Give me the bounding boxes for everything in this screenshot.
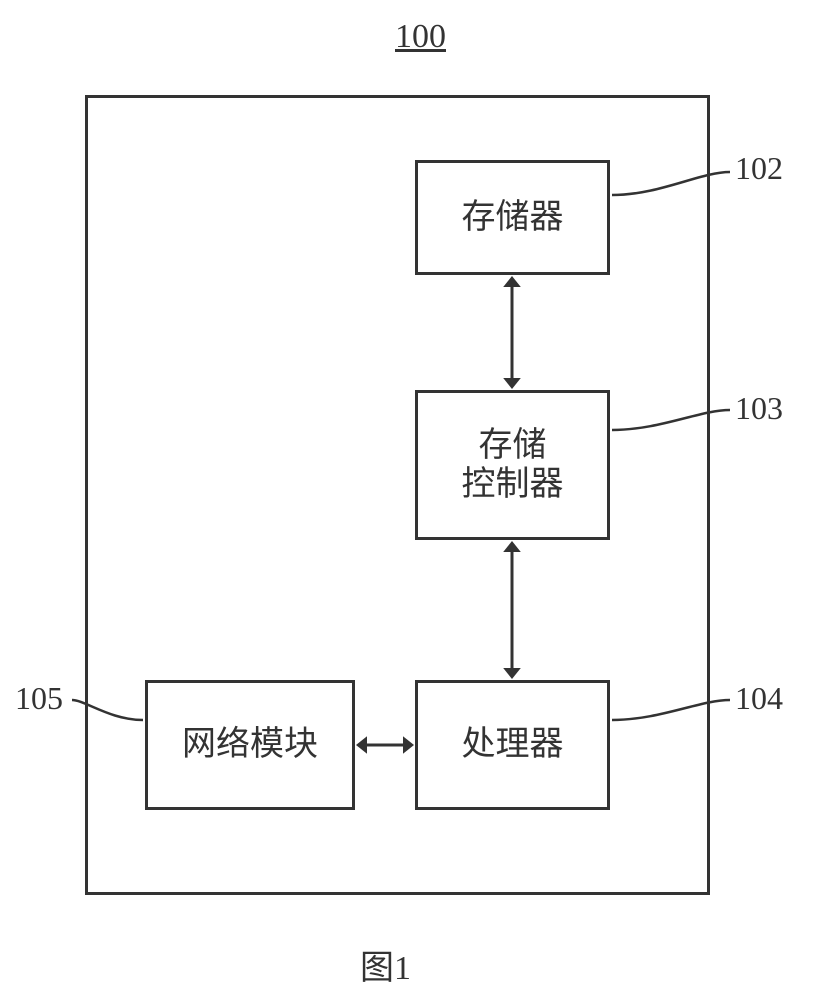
processor-block: 处理器 — [415, 680, 610, 810]
ref-105: 105 — [15, 680, 63, 717]
ref-104: 104 — [735, 680, 783, 717]
memory-block: 存储器 — [415, 160, 610, 275]
diagram-canvas: 100 存储器 存储 控制器 处理器 网络模块 102 103 104 105 … — [0, 0, 827, 1000]
figure-number-title: 100 — [395, 18, 446, 56]
network-block: 网络模块 — [145, 680, 355, 810]
ref-102: 102 — [735, 150, 783, 187]
controller-block: 存储 控制器 — [415, 390, 610, 540]
figure-caption: 图1 — [360, 940, 411, 989]
ref-103: 103 — [735, 390, 783, 427]
